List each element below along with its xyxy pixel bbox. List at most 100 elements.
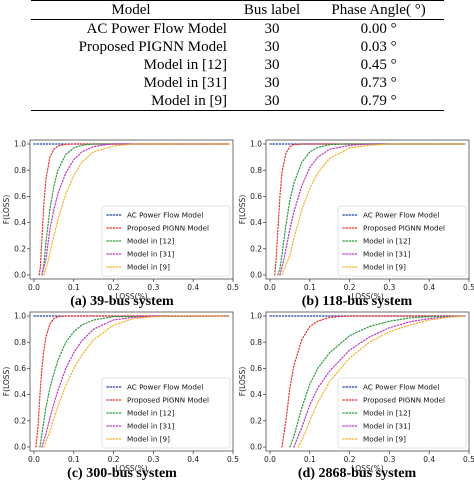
legend-box [101,377,231,449]
series-line [279,143,466,276]
series-line [281,315,466,448]
series-line [43,143,230,276]
series-line [289,315,466,448]
x-tick-label: 0.4 [423,283,435,292]
chart-panel: 0.0 0.1 0.2 0.3 0.4 0.5 0.0 0.2 0.4 0.6 0.8 1.0 LOSS… [238,312,474,481]
chart-panel: 0.0 0.1 0.2 0.3 0.4 0.5 0.0 0.2 0.4 0.6 0.8 1.0 LOSS… [2,312,239,481]
x-tick-label: 0.1 [68,283,80,292]
x-tick-label: 0.1 [304,455,316,464]
y-axis-label: F(LOSS) [238,195,247,225]
table-cell-model: Proposed PIGNN Model [78,39,227,55]
y-tick-label: 0.6 [250,192,262,201]
x-tick-label: 0.3 [383,455,395,464]
x-tick-label: 0.1 [68,455,80,464]
y-axis-label: F(LOSS) [2,367,11,397]
legend-label: Model in [31] [127,422,175,431]
legend-label: Model in [12] [127,237,175,246]
y-tick-label: 0.8 [14,338,26,347]
x-tick-label: 0.5 [227,455,239,464]
column-header-bus-label: Bus label [230,0,314,20]
x-tick-label: 0.3 [383,283,395,292]
table-row: Model in [31] 30 0.73 ° [31,74,444,92]
chart-caption: (d) 2868-bus system [298,466,417,481]
series-line [297,315,466,448]
legend-label: Model in [31] [127,250,175,259]
table-cell-model: Model in [9] [31,92,231,111]
y-tick-label: 0.6 [250,364,262,373]
y-axis-label: F(LOSS) [238,367,247,397]
x-tick-label: 0.0 [28,455,40,464]
table-cell-model: Model in [31] [143,75,227,91]
plot-frame [29,139,234,280]
y-tick-label: 0.2 [250,244,262,253]
y-tick-label: 0.0 [250,271,262,280]
series-line [41,315,230,448]
plot-frame [265,139,470,280]
chart-caption: (b) 118-bus system [302,294,413,309]
legend-label: AC Power Flow Model [363,383,439,392]
table-cell-model: AC Power Flow Model [86,21,227,37]
table-row: Model in [9] 30 0.79 ° [31,92,444,111]
legend-label: Model in [12] [363,409,411,418]
x-axis-label: LOSS(%) [351,292,383,301]
series-line [277,143,466,276]
legend-box [101,205,231,277]
legend-label: Proposed PIGNN Model [127,396,209,405]
plot-frame [29,311,234,452]
y-tick-label: 0.4 [250,218,262,227]
table-cell-bus: 30 [264,57,280,73]
chart-caption: (c) 300-bus system [67,466,177,481]
table-cell-angle: 0.79 ° [313,92,444,111]
table-cell-angle: 0.00 ° [360,21,397,37]
plot-frame [265,311,470,452]
y-tick-label: 0.4 [250,390,262,399]
phase-angle-table: Model Bus label Phase Angle( °) AC Power… [31,0,444,111]
y-tick-label: 0.8 [14,166,26,175]
series-line [274,143,466,276]
series-line [293,315,466,448]
chart-panel: 0.0 0.1 0.2 0.3 0.4 0.5 0.0 0.2 0.4 0.6 0.8 1.0 LOSS… [2,140,239,309]
legend-label: Model in [31] [363,422,411,431]
legend-label: Proposed PIGNN Model [363,224,445,233]
y-tick-label: 0.8 [250,338,262,347]
y-tick-label: 0.6 [14,192,26,201]
x-tick-label: 0.2 [108,455,120,464]
legend-label: AC Power Flow Model [127,211,203,220]
y-tick-label: 1.0 [14,140,26,149]
legend: AC Power Flow Model Proposed PIGNN Model M… [101,377,231,449]
legend: AC Power Flow Model Proposed PIGNN Model M… [337,205,467,277]
x-tick-label: 0.3 [147,455,159,464]
y-tick-label: 0.0 [14,443,26,452]
y-tick-label: 1.0 [14,312,26,321]
x-tick-label: 0.1 [304,283,316,292]
table-row: Model in [12] 30 0.45 ° [31,56,444,74]
x-tick-label: 0.5 [227,283,239,292]
x-tick-label: 0.5 [463,283,474,292]
x-tick-label: 0.3 [147,283,159,292]
legend-box [337,377,467,449]
table-cell-bus: 30 [230,92,314,111]
series-line [39,315,230,448]
table-header-row: Model Bus label Phase Angle( °) [31,0,444,20]
legend-label: Model in [9] [363,435,406,444]
legend-label: Proposed PIGNN Model [127,224,209,233]
legend: AC Power Flow Model Proposed PIGNN Model M… [101,205,231,277]
legend-box [337,205,467,277]
legend-label: AC Power Flow Model [363,211,439,220]
x-tick-label: 0.4 [423,455,435,464]
y-tick-label: 0.0 [250,443,262,452]
y-tick-label: 0.4 [14,390,26,399]
table-cell-angle: 0.03 ° [360,39,397,55]
column-header-model: Model [31,0,231,20]
y-tick-label: 1.0 [250,140,262,149]
legend-label: AC Power Flow Model [127,383,203,392]
y-tick-label: 0.8 [250,166,262,175]
y-tick-label: 0.0 [14,271,26,280]
series-line [281,143,466,276]
series-line [41,143,230,276]
table-cell-model: Model in [12] [143,57,227,73]
y-tick-label: 0.6 [14,364,26,373]
series-line [41,143,230,276]
legend-label: Model in [12] [127,409,175,418]
